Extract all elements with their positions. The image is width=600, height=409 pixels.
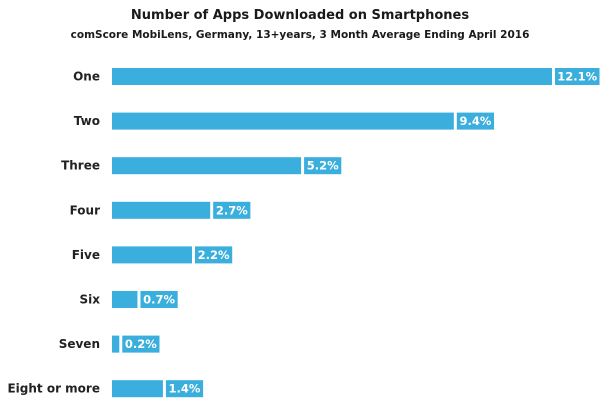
chart-subtitle: comScore MobiLens, Germany, 13+years, 3 … xyxy=(70,29,530,41)
value-label: 5.2% xyxy=(307,159,339,173)
category-label: Four xyxy=(70,203,100,217)
bar xyxy=(112,380,163,398)
category-label: Three xyxy=(61,159,100,173)
value-label-box xyxy=(304,157,342,175)
value-label: 9.4% xyxy=(459,114,491,128)
category-label: Seven xyxy=(59,337,100,351)
value-label: 1.4% xyxy=(169,382,201,396)
value-label-box xyxy=(195,246,233,264)
value-label: 12.1% xyxy=(557,70,597,84)
bar xyxy=(112,246,192,264)
value-label: 2.7% xyxy=(216,203,248,217)
value-label-box xyxy=(456,112,495,130)
bar xyxy=(112,112,454,130)
value-label-box xyxy=(140,291,178,308)
value-label-box xyxy=(555,68,600,85)
bar xyxy=(112,291,138,308)
value-label: 0.7% xyxy=(143,293,175,307)
value-label: 0.2% xyxy=(125,337,157,351)
bar xyxy=(112,157,302,175)
bar xyxy=(112,201,211,219)
category-label: Two xyxy=(74,114,100,128)
category-label: Five xyxy=(72,248,100,262)
value-label-box xyxy=(213,201,251,219)
value-label: 2.2% xyxy=(198,248,230,262)
bar xyxy=(112,68,552,85)
category-label: One xyxy=(73,70,100,84)
bar xyxy=(112,335,120,353)
value-label-box xyxy=(122,335,160,353)
category-label: Eight or more xyxy=(7,382,100,396)
category-label: Six xyxy=(80,293,101,307)
value-label-box xyxy=(165,380,204,398)
chart-title: Number of Apps Downloaded on Smartphones xyxy=(130,8,470,23)
